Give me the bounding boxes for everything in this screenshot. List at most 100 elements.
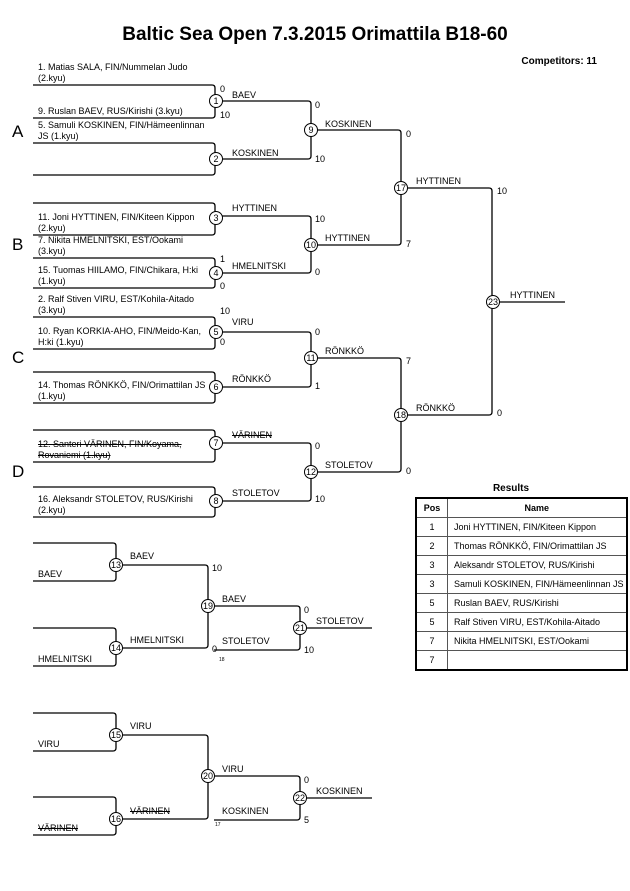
score: 10 bbox=[315, 214, 326, 224]
pos: 5 bbox=[415, 593, 448, 613]
match-number-circle: 4 bbox=[209, 266, 223, 280]
competitor-name: 12. Santeri VÄRINEN, FIN/Koyama, Rovanie… bbox=[38, 439, 182, 460]
winner-name: HMELNITSKI bbox=[232, 261, 287, 271]
name: Nikita HMELNITSKI, EST/Ookami bbox=[446, 631, 628, 651]
score: 0 bbox=[406, 466, 412, 476]
winner-name: KOSKINEN bbox=[325, 119, 372, 129]
winner-name: VIRU bbox=[232, 317, 254, 327]
competitor-name: 7. Nikita HMELNITSKI, EST/Ookami (3.kyu) bbox=[38, 235, 184, 256]
winner-name: RÖNKKÖ bbox=[416, 403, 456, 413]
winner-name: STOLETOV bbox=[222, 636, 270, 646]
results-row: 1 Joni HYTTINEN, FIN/Kiteen Kippon bbox=[415, 517, 628, 537]
score: 10 bbox=[315, 154, 326, 164]
pos: 7 bbox=[415, 650, 448, 671]
winner-name: VIRU bbox=[222, 764, 244, 774]
winner-name: KOSKINEN bbox=[222, 806, 269, 816]
score: 0 bbox=[220, 84, 226, 94]
match-number-circle: 18 bbox=[394, 408, 408, 422]
page-title: Baltic Sea Open 7.3.2015 Orimattila B18-… bbox=[122, 24, 508, 45]
pos: 3 bbox=[415, 555, 448, 575]
name: Aleksandr STOLETOV, RUS/Kirishi bbox=[446, 555, 628, 575]
name bbox=[446, 650, 628, 671]
pool-label: B bbox=[12, 235, 24, 254]
winner-name: HMELNITSKI bbox=[130, 635, 185, 645]
match-number-circle: 5 bbox=[209, 325, 223, 339]
name: Joni HYTTINEN, FIN/Kiteen Kippon bbox=[446, 517, 628, 537]
results-table: Pos Name 1 Joni HYTTINEN, FIN/Kiteen Kippo… bbox=[415, 497, 628, 671]
competitor-name: 11. Joni HYTTINEN, FIN/Kiteen Kippon (2.… bbox=[38, 212, 195, 233]
match-number-circle: 10 bbox=[304, 238, 318, 252]
competitor-name: 2. Ralf Stiven VIRU, EST/Kohila-Aitado (… bbox=[38, 294, 195, 315]
match-number-circle: 17 bbox=[394, 181, 408, 195]
score: 0 bbox=[315, 441, 321, 451]
bracket-match-2 bbox=[33, 142, 216, 176]
pos: 2 bbox=[415, 536, 448, 556]
winner-name: BAEV bbox=[222, 594, 247, 604]
pool-label: A bbox=[12, 122, 24, 141]
match-number-circle: 15 bbox=[109, 728, 123, 742]
score: 10 bbox=[304, 645, 315, 655]
pos: 1 bbox=[415, 517, 448, 537]
name: Samuli KOSKINEN, FIN/Hämeenlinnan JS bbox=[446, 574, 628, 594]
competitor-name: VÄRINEN bbox=[38, 823, 79, 833]
match-number-circle: 3 bbox=[209, 211, 223, 225]
results-row: 2 Thomas RÖNKKÖ, FIN/Orimattilan JS bbox=[415, 536, 628, 556]
winner-name: KOSKINEN bbox=[232, 148, 279, 158]
winner-name: HYTTINEN bbox=[232, 203, 277, 213]
winner-name: STOLETOV bbox=[325, 460, 373, 470]
winner-name: KOSKINEN bbox=[316, 786, 363, 796]
score: 0 bbox=[220, 337, 226, 347]
match-number-circle: 22 bbox=[293, 791, 307, 805]
name: Ruslan BAEV, RUS/Kirishi bbox=[446, 593, 628, 613]
score: 1 bbox=[315, 381, 321, 391]
results-row: 5 Ruslan BAEV, RUS/Kirishi bbox=[415, 593, 628, 613]
score: 10 bbox=[220, 110, 231, 120]
results-row: 5 Ralf Stiven VIRU, EST/Kohila-Aitado bbox=[415, 612, 628, 632]
results-title: Results bbox=[492, 483, 530, 494]
match-number-circle: 14 bbox=[109, 641, 123, 655]
match-number-circle: 12 bbox=[304, 465, 318, 479]
competitor-name: BAEV bbox=[38, 569, 63, 579]
winner-name: BAEV bbox=[130, 551, 155, 561]
name-header: Name bbox=[446, 497, 628, 518]
winner-name: HYTTINEN bbox=[325, 233, 370, 243]
pool-label: C bbox=[12, 348, 25, 367]
competitor-name: 15. Tuomas HIILAMO, FIN/Chikara, H:ki (1… bbox=[38, 265, 199, 286]
match-number-circle: 11 bbox=[304, 351, 318, 365]
score: 10 bbox=[220, 306, 231, 316]
winner-name: HYTTINEN bbox=[416, 176, 461, 186]
pos: 7 bbox=[415, 631, 448, 651]
match-number-circle: 6 bbox=[209, 380, 223, 394]
match-number-circle: 16 bbox=[109, 812, 123, 826]
pool-label: D bbox=[12, 462, 25, 481]
score: 1 bbox=[220, 254, 226, 264]
pos: 5 bbox=[415, 612, 448, 632]
name: Ralf Stiven VIRU, EST/Kohila-Aitado bbox=[446, 612, 628, 632]
match-number-circle: 7 bbox=[209, 436, 223, 450]
name: Thomas RÖNKKÖ, FIN/Orimattilan JS bbox=[446, 536, 628, 556]
competitor-name: 10. Ryan KORKIA-AHO, FIN/Meido-Kan, H:ki… bbox=[38, 326, 202, 347]
match-number-circle: 23 bbox=[486, 295, 500, 309]
competitor-name: 16. Aleksandr STOLETOV, RUS/Kirishi (2.k… bbox=[38, 494, 193, 515]
results-row: 3 Aleksandr STOLETOV, RUS/Kirishi bbox=[415, 555, 628, 575]
competitor-name: 14. Thomas RÖNKKÖ, FIN/Orimattilan JS (1… bbox=[38, 380, 206, 401]
match-number-circle: 9 bbox=[304, 123, 318, 137]
winner-name: VIRU bbox=[130, 721, 152, 731]
results-header-row: Pos Name bbox=[415, 497, 628, 518]
winner-name: BAEV bbox=[232, 90, 257, 100]
results-row: 7 bbox=[415, 650, 628, 671]
match-number-circle: 8 bbox=[209, 494, 223, 508]
match-number-circle: 1 bbox=[209, 94, 223, 108]
match-number-circle: 19 bbox=[201, 599, 215, 613]
competitor-name: 5. Samuli KOSKINEN, FIN/Hämeenlinnan JS … bbox=[38, 120, 205, 141]
competitor-name: 1. Matias SALA, FIN/Nummelan Judo (2.kyu… bbox=[38, 62, 188, 83]
match-number-circle: 2 bbox=[209, 152, 223, 166]
match-number-circle: 21 bbox=[293, 621, 307, 635]
score: 0 bbox=[304, 605, 310, 615]
match-number-circle: 13 bbox=[109, 558, 123, 572]
results-row: 7 Nikita HMELNITSKI, EST/Ookami bbox=[415, 631, 628, 651]
winner-name: VÄRINEN bbox=[232, 430, 273, 440]
winner-name: RÖNKKÖ bbox=[232, 374, 272, 384]
score: 5 bbox=[304, 815, 310, 825]
winner-name: STOLETOV bbox=[232, 488, 280, 498]
